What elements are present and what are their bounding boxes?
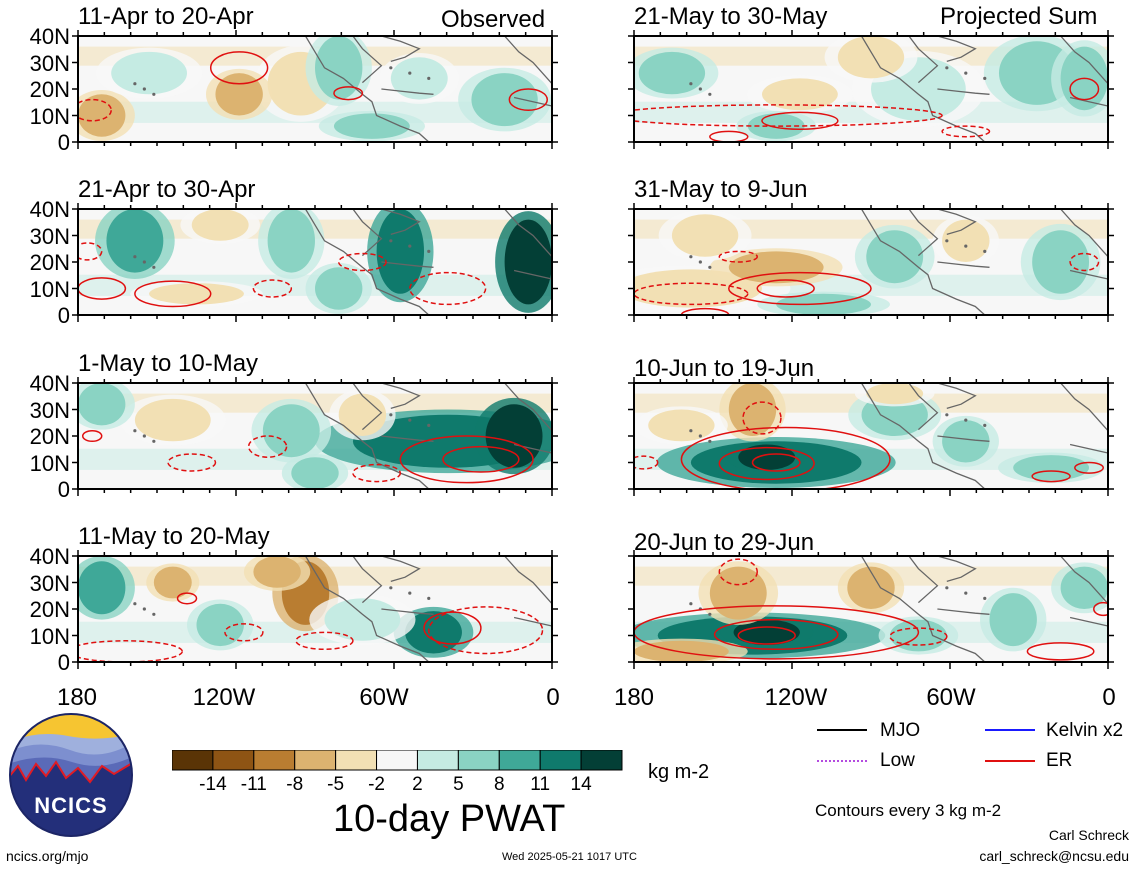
lat-label-row4-20n: 20N (29, 597, 70, 622)
lat-label-row3-20n: 20N (29, 424, 70, 449)
lat-label-row3-40n: 40N (29, 371, 70, 396)
lat-label-row2-20n: 20N (29, 250, 70, 275)
color-bar-label: -8 (286, 774, 304, 795)
legend-line-kelvin (985, 729, 1035, 731)
legend-label-kelvin: Kelvin x2 (1046, 720, 1124, 741)
map-panel-right-3 (628, 377, 1114, 496)
lat-label-row1-30n: 30N (29, 50, 70, 76)
lon-label-right-180: 180 (613, 684, 655, 711)
map-panel-right-1 (628, 30, 1114, 149)
color-bar-label: -11 (240, 774, 267, 795)
legend-line-er (985, 760, 1035, 762)
map-panel-left-1 (72, 30, 558, 149)
lon-label-left-180: 180 (56, 684, 98, 711)
figure-title: 10-day PWAT (333, 798, 566, 840)
footer-timestamp: Wed 2025-05-21 1017 UTC (502, 851, 637, 863)
lon-label-right-120w: 120W (764, 684, 828, 711)
color-bar-swatch (376, 750, 418, 771)
contour-note: Contours every 3 kg m-2 (815, 801, 1002, 820)
lat-label-row3-30n: 30N (29, 397, 70, 423)
map-panel-left-4 (72, 550, 558, 669)
color-bar-swatch (335, 750, 378, 771)
color-bar-label: 8 (493, 774, 505, 795)
lat-label-row2-10n: 10N (29, 276, 70, 302)
panel-title-left-2: 21-Apr to 30-Apr (78, 176, 256, 203)
color-bar-swatch (253, 750, 296, 771)
legend-label-mjo: MJO (880, 720, 921, 741)
logo-text: NCICS (34, 793, 107, 818)
footer-url: ncics.org/mjo (6, 848, 89, 864)
color-bar-units: kg m-2 (648, 761, 710, 783)
color-bar-label: -5 (327, 774, 345, 795)
map-panel-left-2 (72, 203, 558, 322)
panel-title-right-3: 10-Jun to 19-Jun (634, 355, 815, 382)
color-bar-swatch (457, 750, 500, 771)
legend-line-low (817, 760, 867, 764)
panel-title-right-2: 31-May to 9-Jun (634, 176, 808, 203)
lat-label-row1-40n: 40N (29, 24, 70, 49)
lat-label-row3-0: 0 (57, 477, 70, 502)
color-bar (172, 750, 623, 771)
color-bar-label: 11 (530, 774, 551, 795)
lat-label-row1-20n: 20N (29, 77, 70, 102)
lat-label-row2-30n: 30N (29, 223, 70, 249)
color-bar-swatch (416, 750, 459, 771)
color-bar-swatch (580, 750, 623, 771)
lat-label-row1-10n: 10N (29, 103, 70, 129)
lat-label-row1-0: 0 (57, 130, 70, 155)
lat-label-row4-30n: 30N (29, 570, 70, 596)
map-panel-right-2 (628, 203, 1114, 322)
lat-label-row4-0: 0 (57, 650, 70, 675)
color-bar-swatch (498, 750, 541, 771)
lon-label-left-0: 0 (546, 684, 560, 711)
lon-label-right-0: 0 (1102, 684, 1116, 711)
lon-label-left-120w: 120W (192, 684, 256, 711)
color-bar-swatch (294, 750, 337, 771)
legend-line-mjo (817, 729, 867, 731)
color-bar-label: -14 (199, 774, 227, 795)
map-panel-left-3 (72, 377, 558, 496)
footer-email: carl_schreck@ncsu.edu (979, 848, 1129, 864)
footer-author: Carl Schreck (1048, 827, 1129, 843)
color-bar-label: 5 (453, 774, 464, 795)
color-bar-swatch (212, 750, 255, 771)
lat-label-row4-40n: 40N (29, 544, 70, 569)
color-bar-swatch (539, 750, 582, 771)
panel-title-right-1: 21-May to 30-May (634, 3, 828, 30)
panel-title-left-1: 11-Apr to 20-Apr (78, 3, 254, 30)
lat-label-row2-0: 0 (57, 303, 70, 328)
panel-title-left-3: 1-May to 10-May (78, 350, 259, 377)
panel-title-left-4: 11-May to 20-May (78, 523, 270, 550)
panel-tag-projected: Projected Sum (940, 3, 1098, 30)
ncics-logo: NCICS (9, 713, 133, 837)
map-panels (72, 30, 1114, 669)
map-panel-right-4 (628, 550, 1114, 669)
lat-label-row2-40n: 40N (29, 197, 70, 222)
panel-title-right-4: 20-Jun to 29-Jun (634, 529, 815, 556)
legend-label-low: Low (880, 750, 915, 771)
color-bar-label: -2 (368, 774, 385, 795)
color-bar-label: 14 (570, 774, 592, 795)
lon-label-right-60w: 60W (926, 684, 976, 711)
lat-label-row3-10n: 10N (29, 450, 70, 476)
lon-label-left-60w: 60W (359, 684, 409, 711)
color-bar-label: 2 (412, 774, 423, 795)
legend-label-er: ER (1046, 750, 1073, 771)
color-bar-swatch (172, 750, 214, 771)
panel-tag-observed: Observed (441, 6, 546, 33)
lat-label-row4-10n: 10N (29, 623, 70, 649)
